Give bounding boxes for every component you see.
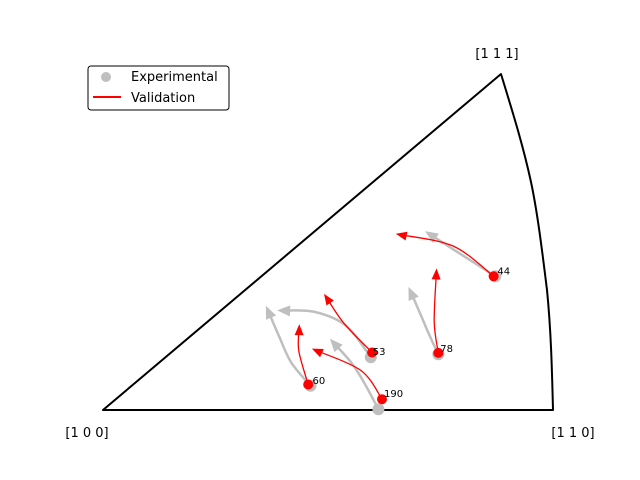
validation-trajectory-44 bbox=[398, 233, 495, 277]
experimental-trajectory-53 bbox=[280, 309, 373, 359]
standard-triangle-outline bbox=[102, 73, 554, 411]
grain-label-190: 190 bbox=[384, 389, 403, 400]
validation-start-point-190 bbox=[377, 394, 387, 405]
legend: Experimental Validation bbox=[87, 65, 230, 111]
validation-series bbox=[294, 231, 499, 405]
corner-label-110: [1 1 0] bbox=[551, 426, 594, 441]
experimental-arrowhead-190 bbox=[329, 338, 343, 353]
legend-box bbox=[87, 65, 230, 111]
experimental-trajectory-78 bbox=[409, 289, 440, 356]
validation-trajectory-190 bbox=[314, 349, 383, 400]
experimental-arrowhead-44 bbox=[425, 231, 439, 243]
grain-label-44: 44 bbox=[497, 266, 510, 277]
grain-label-78: 78 bbox=[440, 344, 453, 355]
experimental-trajectory-60 bbox=[266, 308, 312, 388]
validation-trajectory-78 bbox=[433, 271, 439, 354]
validation-start-point-60 bbox=[303, 379, 314, 390]
corner-label-100: [1 0 0] bbox=[65, 426, 108, 441]
experimental-arrowhead-78 bbox=[408, 286, 419, 301]
validation-arrowhead-44 bbox=[395, 231, 408, 241]
grain-label-60: 60 bbox=[313, 376, 326, 387]
validation-start-point-78 bbox=[433, 347, 444, 358]
legend-experimental-marker bbox=[101, 72, 111, 82]
experimental-start-point-190 bbox=[372, 403, 385, 416]
grain-annotations: 44 78 53 60 190 bbox=[313, 266, 511, 400]
experimental-arrowhead-60 bbox=[265, 305, 277, 320]
grain-label-53: 53 bbox=[373, 347, 386, 358]
legend-validation-label: Validation bbox=[131, 91, 195, 106]
experimental-arrowhead-53 bbox=[277, 305, 291, 317]
validation-arrowhead-190 bbox=[311, 348, 324, 358]
validation-start-point-44 bbox=[488, 271, 499, 282]
experimental-series bbox=[265, 231, 502, 416]
validation-start-point-53 bbox=[367, 347, 378, 358]
validation-arrowhead-53 bbox=[324, 293, 334, 306]
validation-arrowhead-78 bbox=[431, 268, 441, 280]
experimental-trajectory-190 bbox=[331, 340, 380, 411]
validation-arrowhead-60 bbox=[294, 324, 304, 336]
legend-experimental-label: Experimental bbox=[131, 70, 218, 85]
corner-label-111: [1 1 1] bbox=[475, 47, 518, 62]
